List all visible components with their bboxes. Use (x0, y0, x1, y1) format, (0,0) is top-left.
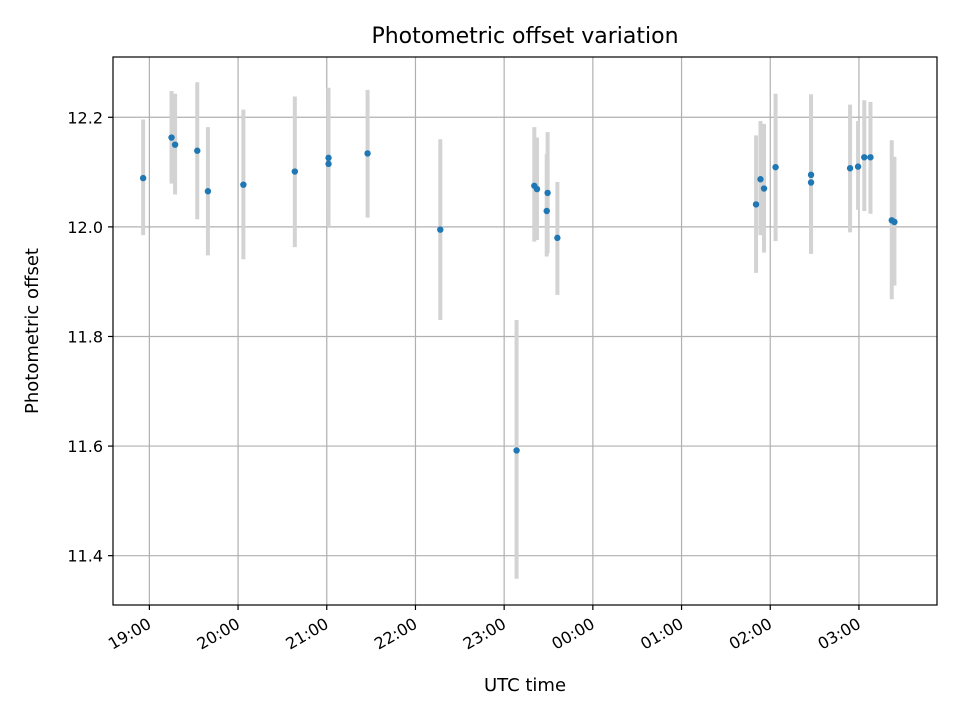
data-point (171, 141, 179, 148)
y-tick-label: 12.2 (67, 108, 103, 127)
x-axis-label: UTC time (484, 675, 566, 696)
y-tick-label: 11.6 (67, 437, 103, 456)
data-point (325, 154, 332, 162)
data-point (325, 160, 332, 168)
data-point (543, 207, 550, 215)
grid (113, 57, 937, 605)
data-point (854, 163, 862, 170)
data-point (364, 150, 371, 157)
plot-frame (112, 56, 938, 606)
data-point (760, 185, 768, 192)
data-point (554, 234, 561, 242)
chart-title: Photometric offset variation (371, 24, 678, 49)
data-point (891, 218, 898, 226)
data-point (846, 165, 854, 172)
data-point (168, 134, 175, 141)
data-point (807, 171, 815, 179)
data-point (194, 147, 201, 154)
data-point (513, 447, 520, 454)
data-point (772, 163, 779, 171)
data-point (240, 181, 247, 188)
data-point (291, 168, 299, 175)
data-point (757, 176, 764, 183)
data-point (533, 185, 541, 193)
y-axis-label: Photometric offset (22, 248, 43, 414)
data-point (544, 189, 551, 197)
data-point (139, 174, 147, 182)
data-point (204, 188, 212, 195)
y-tick-label: 11.8 (67, 327, 103, 346)
data-point (867, 154, 874, 161)
data-points (139, 134, 898, 454)
y-axis-ticks: 11.4 11.6 11.8 12.0 12.2 (67, 108, 113, 566)
data-point (437, 226, 444, 233)
data-point (752, 201, 760, 208)
data-point (861, 154, 868, 161)
y-tick-label: 11.4 (67, 547, 103, 566)
y-tick-label: 12.0 (67, 218, 103, 237)
data-point (807, 179, 815, 186)
